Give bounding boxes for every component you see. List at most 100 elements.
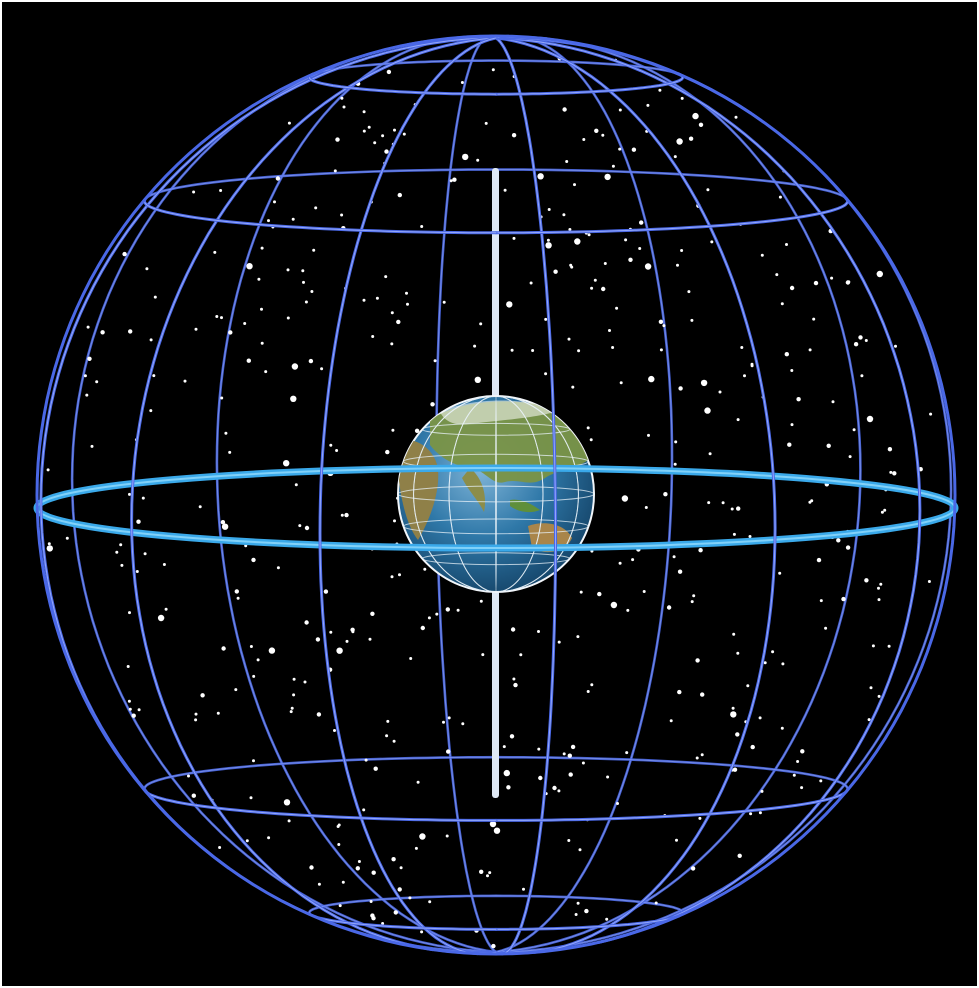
star <box>128 492 131 496</box>
star <box>749 812 753 816</box>
star <box>647 433 650 437</box>
star <box>603 262 607 265</box>
sphere-meridian-line-front-highlight <box>495 37 556 955</box>
star <box>675 838 678 842</box>
star <box>85 393 89 397</box>
sphere-latitude-line-front-highlight <box>495 789 848 821</box>
star <box>362 808 366 812</box>
star <box>789 285 795 291</box>
star <box>597 591 602 597</box>
star <box>659 348 663 352</box>
star <box>552 785 557 791</box>
star <box>128 329 133 334</box>
star <box>452 177 457 182</box>
sphere-meridian-line-back-highlight <box>216 36 497 953</box>
star <box>567 839 571 842</box>
star <box>557 789 561 793</box>
star <box>877 694 881 698</box>
star <box>700 753 704 757</box>
star <box>264 370 268 374</box>
star <box>502 745 506 749</box>
star <box>545 242 552 249</box>
star <box>639 220 644 225</box>
star <box>461 722 465 726</box>
star <box>568 772 573 777</box>
star <box>320 367 324 371</box>
star <box>571 385 575 389</box>
star <box>292 677 296 681</box>
star <box>590 286 594 290</box>
star <box>46 468 50 472</box>
star <box>570 744 576 750</box>
star <box>522 887 525 891</box>
star <box>547 208 551 211</box>
star <box>397 887 402 892</box>
star <box>337 823 341 827</box>
star <box>732 632 736 636</box>
star <box>141 496 145 500</box>
star <box>431 402 435 406</box>
star <box>370 611 375 616</box>
star <box>698 122 704 128</box>
star <box>393 128 396 132</box>
star <box>83 374 87 378</box>
star <box>409 657 413 660</box>
star <box>122 251 127 257</box>
sphere-meridian-line-front-highlight <box>131 37 497 951</box>
star <box>310 290 314 293</box>
star <box>869 686 873 690</box>
star <box>435 612 439 616</box>
star <box>695 756 699 760</box>
star <box>220 396 224 400</box>
star <box>732 767 738 772</box>
star <box>220 316 223 320</box>
star <box>236 596 240 600</box>
star <box>638 247 642 250</box>
star <box>778 571 782 575</box>
star <box>778 195 782 199</box>
star <box>605 917 609 921</box>
star <box>416 780 420 784</box>
star <box>611 164 615 168</box>
star <box>335 449 339 452</box>
star <box>414 846 418 850</box>
star <box>433 359 437 363</box>
star <box>601 133 605 137</box>
star <box>619 381 623 385</box>
star <box>567 753 572 758</box>
star <box>381 922 385 925</box>
star <box>544 372 548 376</box>
star <box>574 238 581 245</box>
star <box>812 317 816 321</box>
star <box>390 342 394 346</box>
star <box>586 690 590 693</box>
star <box>790 369 794 372</box>
earth-meridian-line <box>448 396 544 592</box>
star <box>335 137 340 142</box>
star <box>927 580 931 583</box>
star <box>384 149 389 154</box>
star <box>371 335 375 338</box>
sphere-latitude-line-front <box>142 198 498 235</box>
star <box>581 761 585 765</box>
star <box>149 409 153 413</box>
star <box>858 335 863 340</box>
sphere-meridian-line-front-highlight <box>495 37 921 943</box>
star <box>511 133 517 138</box>
star <box>445 834 449 838</box>
star <box>367 125 371 129</box>
star <box>302 280 305 284</box>
star <box>194 718 198 722</box>
star <box>396 319 401 325</box>
star <box>479 599 483 603</box>
star <box>836 538 841 543</box>
star <box>879 582 883 586</box>
star <box>618 561 622 565</box>
star <box>386 69 392 75</box>
star <box>200 693 205 698</box>
star <box>644 263 652 270</box>
star <box>736 506 741 511</box>
star <box>149 338 153 342</box>
star <box>137 708 141 712</box>
star <box>351 630 355 634</box>
